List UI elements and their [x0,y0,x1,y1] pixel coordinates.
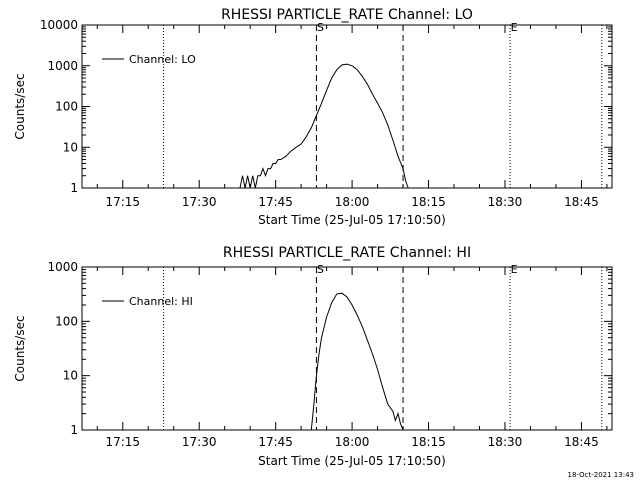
x-axis-label: Start Time (25-Jul-05 17:10:50) [258,454,446,468]
marker-label-s: S [317,263,324,276]
y-tick-label: 100 [55,314,78,328]
x-tick-label: 18:00 [335,195,370,209]
plot-frame [81,266,613,431]
x-tick-label: 17:45 [258,195,293,209]
x-tick-label: 17:15 [105,435,140,449]
chart-title: RHESSI PARTICLE_RATE Channel: LO [221,7,473,23]
y-tick-label: 1000 [47,59,78,73]
x-tick-label: 17:30 [182,195,217,209]
x-tick-label: 18:30 [488,435,523,449]
y-tick-label: 100 [55,100,78,114]
marker-label-s: S [317,21,324,34]
series-line [239,63,409,189]
x-tick-label: 18:00 [335,435,370,449]
y-tick-label: 10 [63,140,78,154]
x-axis-label: Start Time (25-Jul-05 17:10:50) [258,213,446,227]
chart-title: RHESSI PARTICLE_RATE Channel: HI [223,245,471,261]
x-tick-label: 18:45 [564,195,599,209]
y-tick-label: 10 [63,369,78,383]
x-tick-label: 18:15 [411,195,446,209]
legend-label: Channel: HI [129,295,193,308]
x-tick-label: 18:30 [488,195,523,209]
x-tick-label: 17:30 [182,435,217,449]
legend-label: Channel: LO [129,53,196,66]
y-tick-label: 1000 [47,260,78,274]
y-axis-label: Counts/sec [13,315,27,381]
marker-label-e: E [511,263,518,276]
footer-timestamp: 18-Oct-2021 13:43 [567,471,634,479]
x-tick-label: 17:15 [105,195,140,209]
y-tick-label: 1 [70,181,78,195]
x-tick-label: 17:45 [258,435,293,449]
y-tick-label: 1 [70,423,78,437]
marker-label-e: E [511,21,518,34]
series-line [310,292,404,431]
x-tick-label: 18:15 [411,435,446,449]
y-tick-label: 10000 [40,18,78,32]
y-axis-label: Counts/sec [13,73,27,139]
x-tick-label: 18:45 [564,435,599,449]
plot-frame [81,24,613,189]
